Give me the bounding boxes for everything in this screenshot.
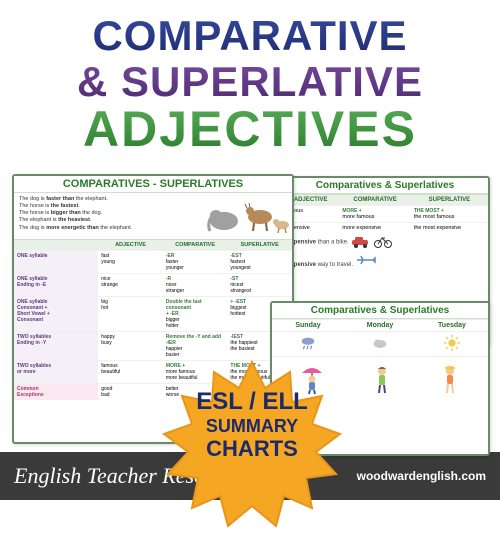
example-sentences: The dog is faster than the elephant. The…	[14, 193, 202, 239]
col-comp: COMPARATIVE	[339, 195, 410, 206]
animals-illustration	[202, 193, 292, 239]
rain-icon	[299, 334, 317, 352]
title-block: COMPARATIVE & SUPERLATIVE ADJECTIVES	[0, 0, 500, 166]
day-label: Sunday	[272, 320, 344, 331]
weather-row	[272, 331, 488, 356]
footer-url: woodwardenglish.com	[357, 469, 486, 483]
table-row: ONE syllableConsonant +Short Vowel +Cons…	[14, 297, 292, 332]
cloud-icon	[371, 334, 389, 352]
plane-icon	[355, 254, 377, 266]
title-adjectives: ADJECTIVES	[10, 100, 490, 158]
col-comp: COMPARATIVE	[163, 240, 228, 251]
kid-cloudy-icon	[369, 361, 395, 395]
chart-back-header: Comparatives & Superlatives	[282, 178, 488, 194]
col-sup: SUPERLATIVE	[411, 195, 488, 206]
bike-icon	[374, 236, 392, 248]
sun-icon	[443, 334, 461, 352]
starburst-text: ESL / ELL SUMMARY CHARTS	[162, 388, 342, 462]
table-row: ONE syllable fastyoung -ERfasteryounger …	[14, 251, 292, 274]
table-row: expensive more expensive the most expens…	[282, 223, 488, 234]
chart-front-table: ADJECTIVE COMPARATIVE SUPERLATIVE ONE sy…	[14, 239, 292, 400]
sentence: expensive than a bike.	[282, 233, 488, 251]
title-superlative: & SUPERLATIVE	[10, 58, 490, 106]
charts-area: Comparatives & Superlatives ADJECTIVE CO…	[0, 166, 500, 476]
car-icon	[350, 236, 372, 248]
table-row: TWO syllablesor more famousbeautiful MOR…	[14, 361, 292, 384]
col-adj: ADJECTIVE	[98, 240, 163, 251]
kid-sunny-icon	[437, 361, 463, 395]
footer-title: English Teacher Resources	[14, 463, 252, 489]
col-sup: SUPERLATIVE	[227, 240, 292, 251]
table-row: famous MORE +more famous THE MOST +the m…	[282, 206, 488, 223]
table-row: TWO syllablesEnding in -Y happybusy Remo…	[14, 332, 292, 361]
sentence: expensive way to travel.	[282, 251, 488, 271]
day-label: Monday	[344, 320, 416, 331]
chart-back-table: ADJECTIVE COMPARATIVE SUPERLATIVE famous…	[282, 194, 488, 233]
days-row: Sunday Monday Tuesday	[272, 319, 488, 331]
table-row: ONE syllableEnding in -E nicestrange -Rn…	[14, 274, 292, 297]
chart-mid-header: Comparatives & Superlatives	[272, 303, 488, 319]
chart-front-header: COMPARATIVES - SUPERLATIVES	[14, 176, 292, 193]
day-label: Tuesday	[416, 320, 488, 331]
title-comparative: COMPARATIVE	[10, 12, 490, 60]
